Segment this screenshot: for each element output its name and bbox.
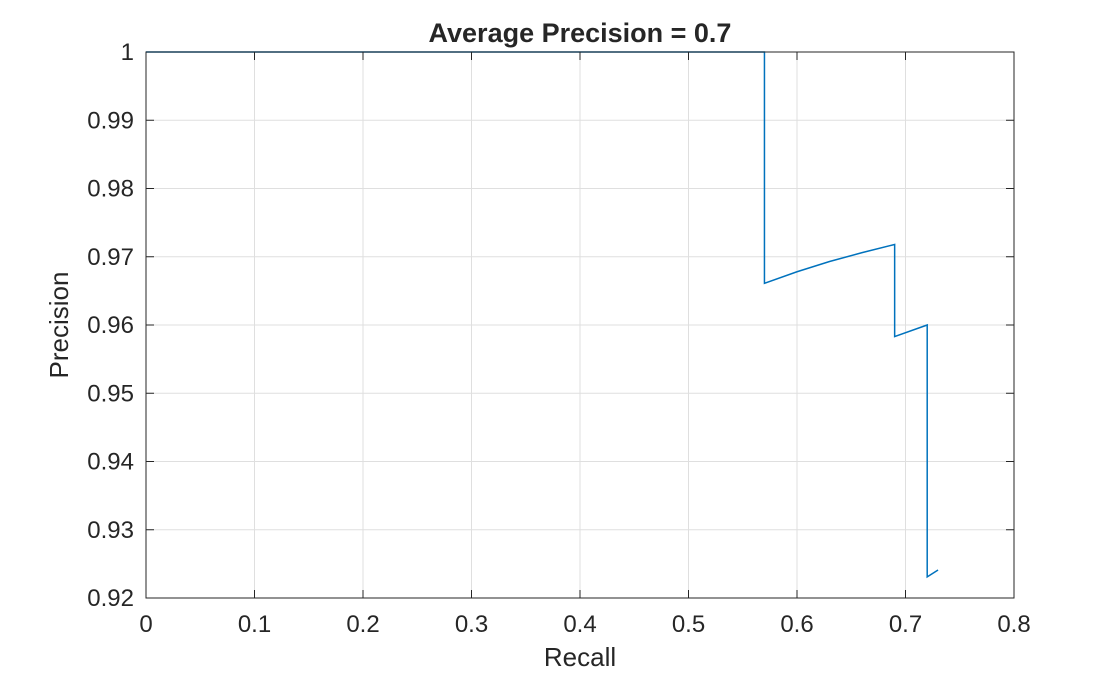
x-axis-label: Recall [544, 642, 616, 672]
x-tick-label: 0.6 [780, 611, 813, 638]
y-tick-label: 0.92 [87, 585, 134, 612]
y-tick-label: 0.98 [87, 176, 134, 203]
y-tick-labels: 0.92 0.93 0.94 0.95 0.96 0.97 0.98 0.99 1 [87, 39, 134, 612]
y-tick-label: 0.97 [87, 244, 134, 271]
x-tick-label: 0.2 [346, 611, 379, 638]
x-tick-label: 0.3 [455, 611, 488, 638]
y-tick-label: 0.96 [87, 312, 134, 339]
series-group [146, 51, 939, 579]
x-tick-label: 0 [139, 611, 152, 638]
x-tick-label: 0.5 [672, 611, 705, 638]
axis-ticks [145, 51, 1015, 599]
y-tick-label: 0.94 [87, 449, 134, 476]
precision-recall-line [146, 51, 939, 579]
y-tick-label: 0.95 [87, 380, 134, 407]
y-axis-label: Precision [44, 272, 74, 379]
x-tick-label: 0.8 [997, 611, 1030, 638]
y-tick-label: 0.99 [87, 107, 134, 134]
x-tick-label: 0.1 [238, 611, 271, 638]
chart-title: Average Precision = 0.7 [429, 18, 732, 48]
x-tick-label: 0.7 [889, 611, 922, 638]
y-tick-label: 1 [121, 39, 134, 66]
x-tick-labels: 0 0.1 0.2 0.3 0.4 0.5 0.6 0.7 0.8 [139, 611, 1030, 638]
y-tick-label: 0.93 [87, 517, 134, 544]
x-tick-label: 0.4 [563, 611, 596, 638]
